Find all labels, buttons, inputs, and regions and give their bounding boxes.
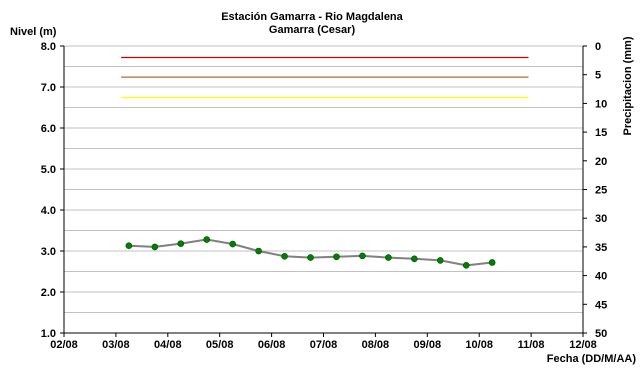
x-tick-label: 12/08 (569, 339, 597, 351)
y-tick-label: 5.0 (41, 164, 56, 176)
x-tick-label: 11/08 (518, 339, 545, 351)
data-point (177, 240, 185, 247)
y2-tick-label: 5 (595, 70, 601, 82)
x-tick-label: 10/08 (465, 339, 493, 351)
x-axis-ticks: 02/08 03/08 04/08 05/08 06/08 07/08 08/08 09/08… (50, 333, 597, 351)
series-group (125, 236, 496, 269)
y2-tick-label: 45 (595, 299, 607, 311)
x-tick-label: 08/08 (362, 339, 390, 351)
x-tick-label: 07/08 (310, 339, 338, 351)
x-tick-label: 03/08 (102, 339, 130, 351)
y2-tick-label: 20 (595, 156, 607, 168)
data-point (359, 252, 366, 260)
y2-tick-label: 10 (595, 98, 607, 110)
reference-lines (121, 56, 529, 99)
y2-tick-label: 25 (595, 185, 607, 197)
data-point (229, 240, 236, 248)
y-axis-label: Nivel (m) (10, 26, 57, 38)
chart-title: Estación Gamarra - Rio Magdalena (221, 11, 403, 23)
gridlines (64, 45, 583, 334)
data-point (436, 257, 444, 264)
y2-tick-label: 30 (595, 213, 607, 225)
y-tick-label: 2.0 (41, 287, 56, 299)
data-point (333, 253, 340, 261)
y-tick-label: 8.0 (41, 41, 56, 53)
y-axis-ticks: 1.0 2.0 3.0 4.0 5.0 6.0 7.0 8.0 (41, 41, 64, 340)
y2-tick-label: 15 (595, 127, 607, 139)
y-tick-label: 7.0 (41, 82, 56, 94)
data-point (255, 247, 262, 255)
y-tick-label: 1.0 (41, 328, 56, 340)
chart-subtitle: Gamarra (Cesar) (269, 24, 356, 36)
y2-axis-label: Precipitacion (mm) (622, 36, 634, 135)
x-tick-label: 05/08 (206, 339, 234, 351)
data-point (281, 253, 288, 260)
x-tick-label: 09/08 (414, 339, 442, 351)
y2-axis-ticks: 0 5 10 15 20 25 30 35 40 45 50 (583, 41, 607, 340)
data-point (488, 259, 496, 266)
y-tick-label: 3.0 (41, 246, 56, 258)
data-point (125, 242, 133, 249)
y2-tick-label: 40 (595, 271, 607, 283)
x-tick-label: 04/08 (154, 339, 182, 351)
data-point (151, 243, 159, 251)
y-tick-label: 4.0 (41, 205, 56, 217)
y2-tick-label: 0 (595, 41, 601, 53)
y-tick-label: 6.0 (41, 123, 56, 135)
data-point (385, 254, 392, 261)
y2-tick-label: 35 (595, 242, 607, 254)
x-tick-label: 06/08 (258, 339, 286, 351)
y2-tick-label: 50 (595, 328, 607, 340)
data-point (307, 254, 314, 261)
x-axis-label: Fecha (DD/M/AA) (547, 353, 637, 365)
data-point (462, 262, 470, 269)
data-point (411, 255, 418, 263)
data-point (203, 236, 211, 243)
x-tick-label: 02/08 (50, 339, 78, 351)
